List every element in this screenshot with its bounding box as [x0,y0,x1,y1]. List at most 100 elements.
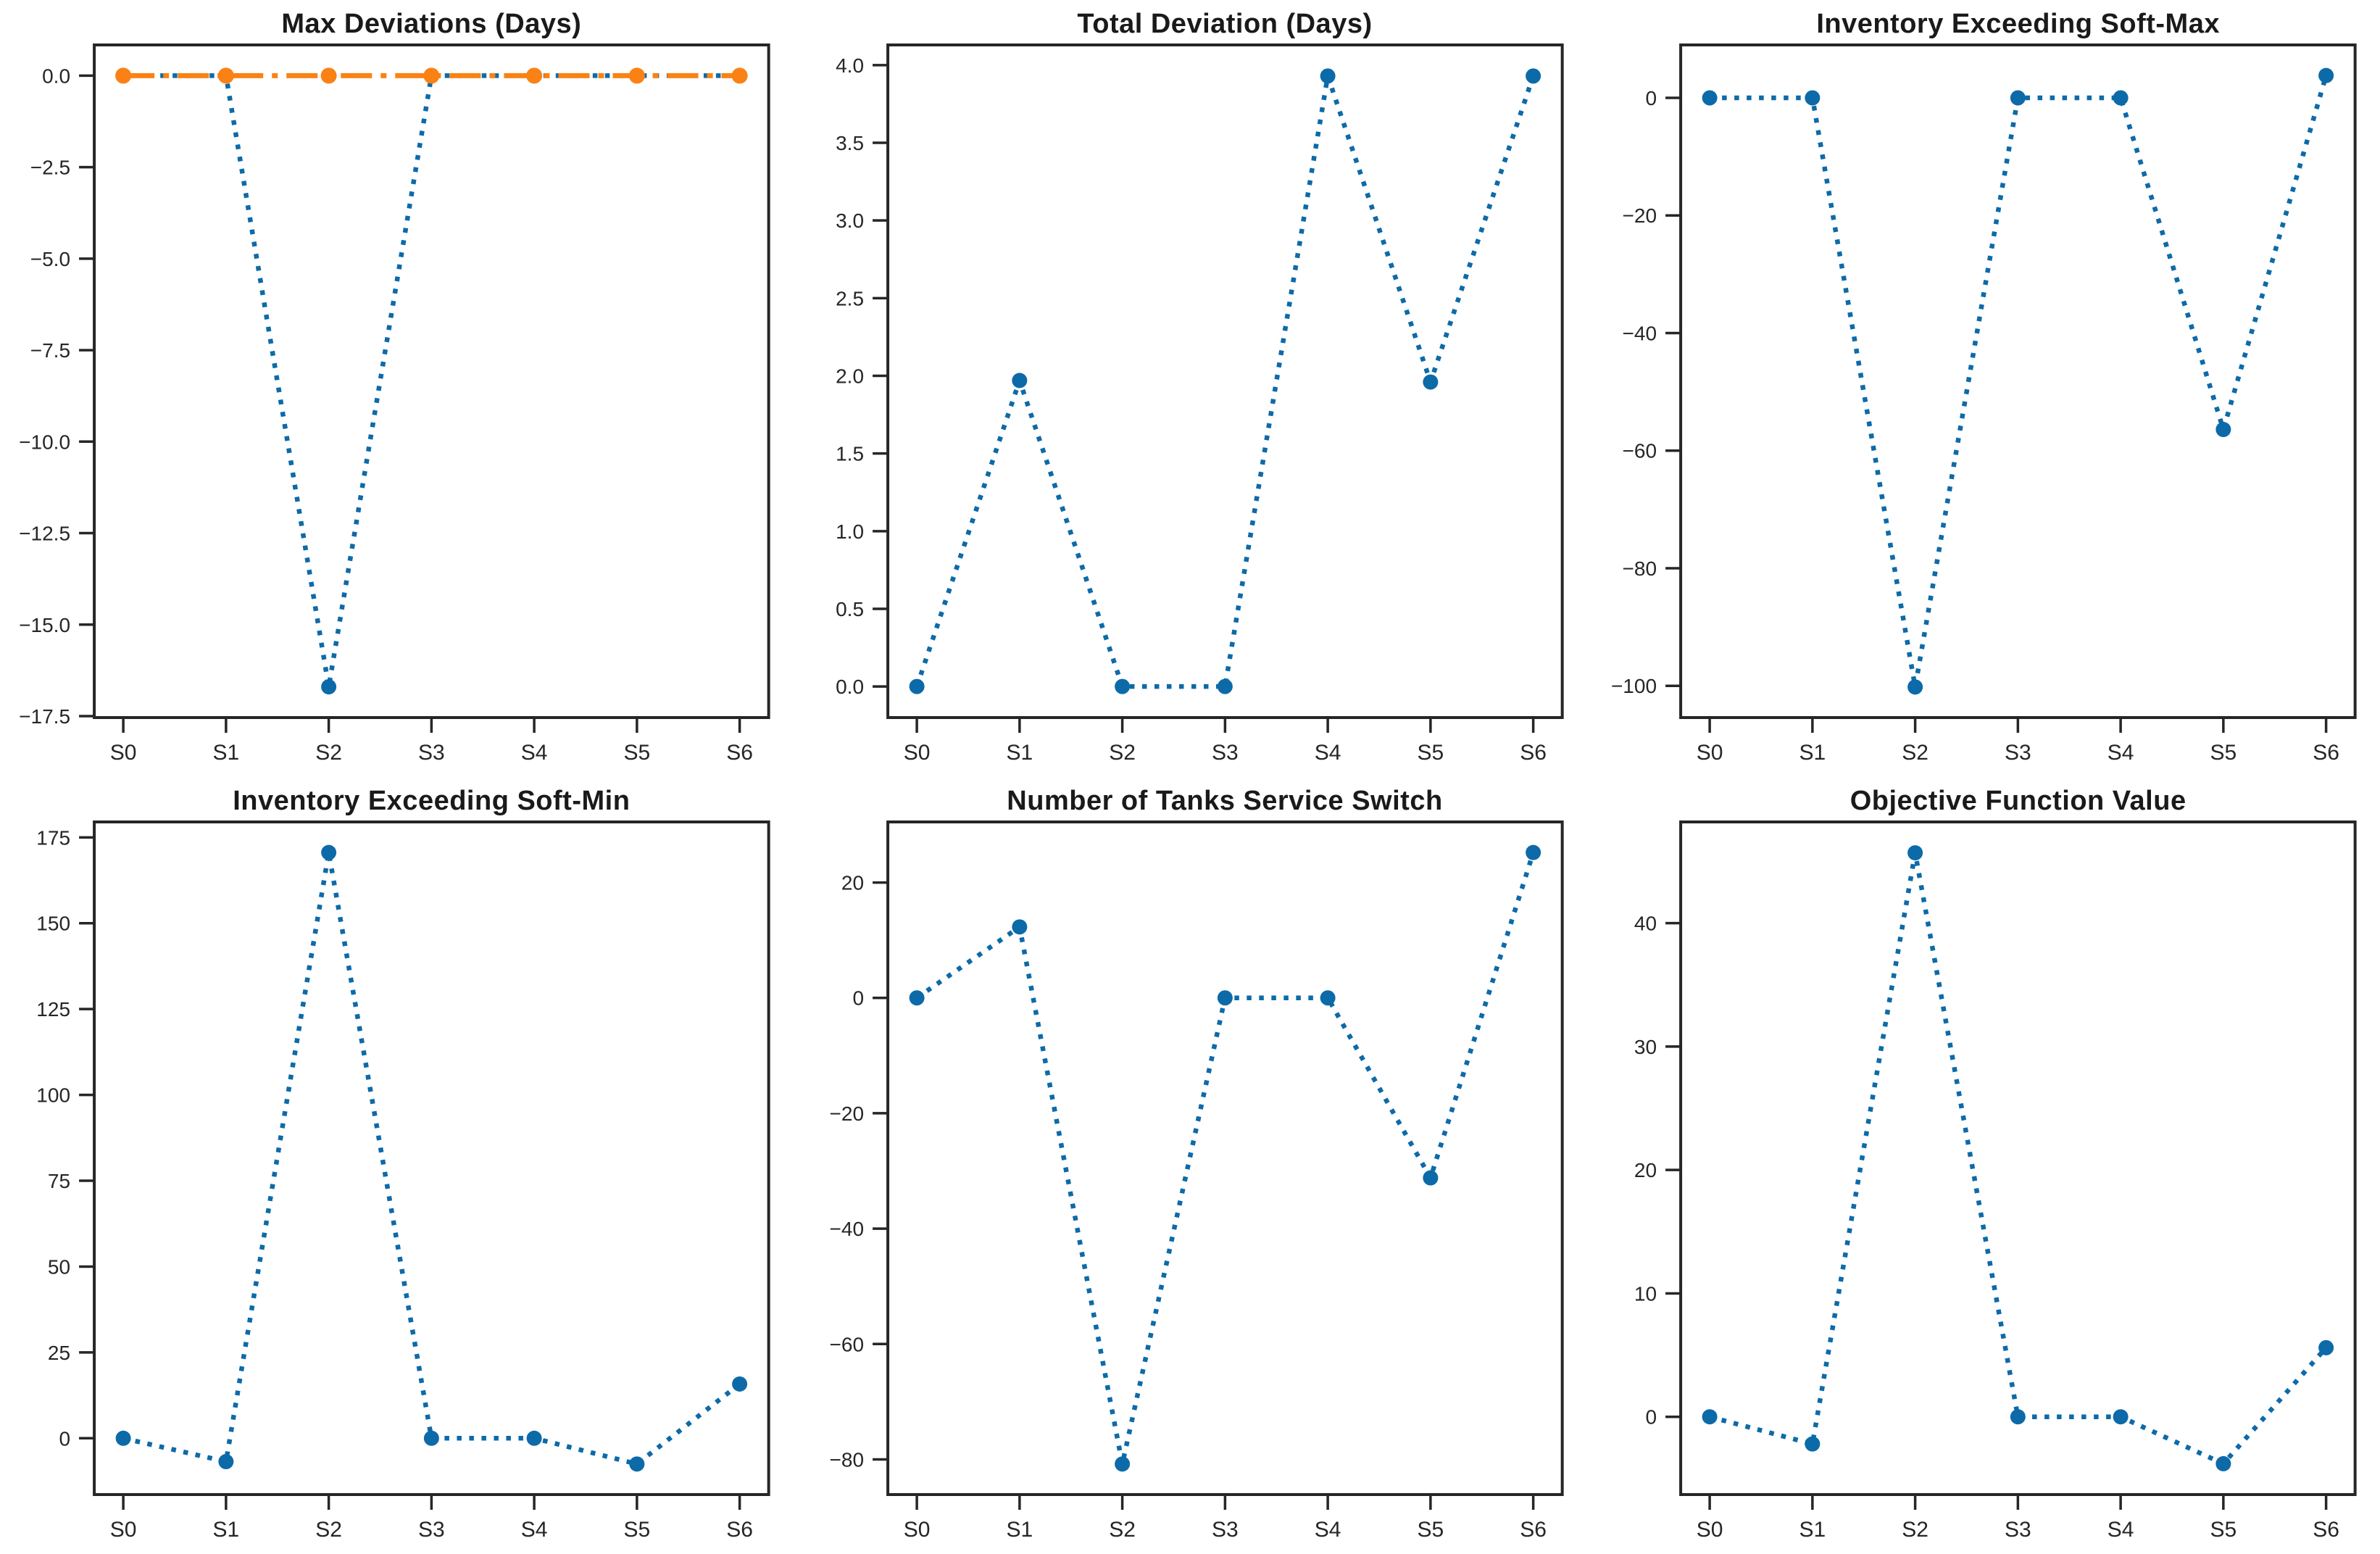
y-tick-label: 25 [48,1342,70,1364]
axes-spines [886,43,1564,719]
subplot-title: Inventory Exceeding Soft-Max [1816,9,2220,39]
plot-canvas: 0.0 −2.5 −5.0 −7.5 −10.0 −12.5 −15.0 −17.5 S0 S1 S… [19,43,770,765]
y-tick-label: 0.5 [836,598,864,620]
y-tick-label: 3.0 [836,209,864,232]
data-point-blue [1805,1436,1821,1452]
y-tick-label: 2.5 [836,287,864,309]
data-point-blue [909,990,925,1006]
x-tick-label: S2 [1109,1518,1136,1542]
y-tick-label: 100 [36,1084,70,1107]
data-point-blue [321,679,337,695]
x-tick-label: S4 [1314,1518,1341,1542]
y-tick-label: −60 [829,1333,864,1355]
y-tick-label: −40 [1623,322,1657,344]
plot-canvas: 175 150 125 100 75 50 25 0 S0 S1 S2 S3 S4 S5 S6 [36,820,770,1542]
y-tick-label: −5.0 [30,248,70,270]
y-tick-label: −60 [1623,440,1657,462]
y-tick-label: −7.5 [30,339,70,362]
data-point-blue [115,1430,131,1446]
y-tick-label: −100 [1611,675,1657,697]
y-tick-label: 0 [1646,87,1657,109]
x-tick-label: S3 [2005,741,2031,765]
x-tick-label: S5 [2210,741,2237,765]
y-tick-label: −17.5 [19,705,70,728]
y-tick-label: 0.0 [836,676,864,698]
x-tick-label: S0 [903,1518,930,1542]
x-tick-label: S4 [2108,1518,2134,1542]
data-point-blue [1907,679,1923,695]
x-tick-label: S4 [521,741,548,765]
y-tick-label: 0 [852,987,864,1010]
x-tick-label: S5 [624,1518,651,1542]
data-line-blue [123,73,740,688]
x-tick-label: S1 [1799,1518,1826,1542]
data-point-blue [1423,1170,1439,1186]
y-tick-label: 2.0 [836,365,864,388]
data-line-blue [914,75,1536,689]
data-point-blue [732,1376,748,1392]
x-tick-label: S3 [1212,741,1239,765]
data-line-blue [1709,852,2329,1467]
y-tick-label: 175 [36,826,70,849]
x-tick-label: S0 [110,1518,137,1542]
x-tick-label: S6 [1520,741,1547,765]
subplot-title: Total Deviation (Days) [1077,9,1373,39]
y-tick-label: −80 [829,1448,864,1471]
y-tick-label: −15.0 [19,614,70,636]
data-point-blue [629,1456,645,1472]
data-point-orange [526,67,543,84]
data-point-blue [1320,68,1336,84]
axes-spines [93,43,770,719]
x-tick-label: S1 [212,741,239,765]
data-point-blue [2318,67,2334,83]
plot-canvas: 40 30 20 10 0 S0 S1 S2 S3 S4 S5 S6 [1634,820,2357,1542]
data-line-blue [1710,75,2329,688]
subplot-inventory-soft-max: Inventory Exceeding Soft-Max 0 −20 −40 −60 −… [1586,0,2380,777]
data-point-blue [2113,90,2129,106]
axes-spines [1679,43,2357,719]
plot-canvas: 0 −20 −40 −60 −80 −100 S0 S1 S2 S3 S4 S5 S6 [1611,43,2357,765]
x-tick-label: S0 [903,741,930,765]
subplot-tank-service-switch: Number of Tanks Service Switch 20 0 −20 −40… [794,777,1587,1554]
axes-spines [1679,820,2357,1496]
y-tick-label: 20 [841,872,864,894]
x-tick-label: S4 [2108,741,2134,765]
x-tick-label: S2 [1902,741,1929,765]
data-point-blue [526,1430,542,1446]
y-tick-label: 50 [48,1255,70,1278]
data-point-orange [217,67,234,84]
y-tick-label: 150 [36,913,70,935]
y-tick-label: −10.0 [19,431,70,453]
y-tick-label: −20 [829,1102,864,1125]
y-tick-label: 3.5 [836,132,864,154]
data-point-blue [1114,678,1130,694]
data-point-blue [1525,844,1541,860]
subplot-title: Inventory Exceeding Soft-Min [233,786,631,816]
data-point-orange [731,67,748,84]
y-tick-label: 30 [1634,1036,1657,1058]
plot-canvas: 4.0 3.5 3.0 2.5 2.0 1.5 1.0 0.5 0.0 S0 S1 S2 S3 S4 S5 S… [836,43,1564,765]
x-tick-label: S3 [418,741,445,765]
data-point-orange [115,67,132,84]
axes-spines [93,820,770,1496]
x-tick-label: S6 [2313,741,2340,765]
data-point-blue [1012,919,1028,935]
y-tick-label: 0 [1646,1406,1657,1429]
data-point-blue [1525,68,1541,84]
data-point-blue [423,1430,439,1446]
data-point-orange [320,67,337,84]
x-tick-label: S3 [418,1518,445,1542]
data-point-blue [1114,1456,1130,1472]
y-tick-label: 1.0 [836,520,864,543]
x-tick-label: S6 [726,741,753,765]
data-line-blue [915,852,1536,1465]
subplot-inventory-soft-min: Inventory Exceeding Soft-Min 175 150 125 10… [0,777,794,1554]
x-tick-label: S3 [2005,1518,2031,1542]
data-point-blue [1702,90,1718,106]
subplot-title: Max Deviations (Days) [281,9,582,39]
x-tick-label: S1 [1006,741,1033,765]
data-point-blue [2010,90,2026,106]
subplot-max-deviations: Max Deviations (Days) 0.0 −2.5 −5.0 −7.5 −10… [0,0,794,777]
x-tick-label: S5 [624,741,651,765]
